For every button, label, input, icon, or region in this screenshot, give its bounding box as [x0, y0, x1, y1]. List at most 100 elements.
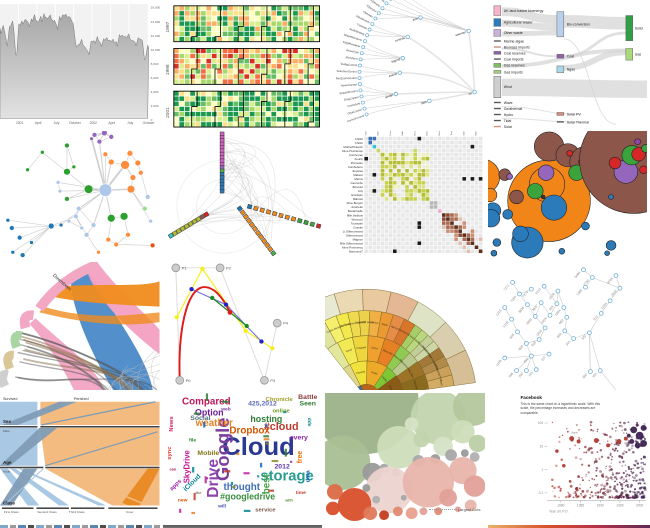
thumb-hive-plot[interactable]	[162, 131, 322, 259]
svg-text:906: 906	[507, 372, 514, 379]
thumb-word-cloud[interactable]: Cloud Google Drive storage #cloud Dropbox weat…	[162, 393, 322, 521]
svg-text:1998: 1998	[164, 64, 170, 75]
svg-text:Lt.Gillenormand: Lt.Gillenormand	[343, 229, 364, 233]
svg-text:AnchorControl: AnchorControl	[347, 113, 365, 123]
svg-text:100: 100	[537, 421, 543, 425]
svg-text:Coriander Seeds: Coriander Seeds	[355, 321, 375, 324]
svg-text:Solar Thermal: Solar Thermal	[566, 121, 588, 125]
calendar-heatmap-canvas: 1997 1998 2001	[164, 5, 320, 128]
svg-text:608: 608	[517, 344, 524, 351]
svg-text:Wind: Wind	[503, 85, 511, 89]
svg-text:Leguminous: Leguminous	[399, 359, 411, 372]
svg-text:hosting: hosting	[250, 414, 282, 424]
svg-text:apps: apps	[169, 478, 184, 492]
thumb-force-graph[interactable]	[0, 131, 160, 259]
thumb-area-chart[interactable]: 2001 April July October 2002 April July October…	[0, 0, 160, 128]
svg-text:UK land based bioenergy: UK land based bioenergy	[503, 9, 543, 13]
svg-text:0: 0	[151, 118, 153, 122]
svg-text:Toast: Toast	[439, 379, 443, 386]
svg-text:ControlList: ControlList	[347, 101, 361, 108]
svg-text:Treemap: Treemap	[356, 22, 368, 30]
svg-text:Feuilly: Feuilly	[355, 157, 364, 161]
svg-text:1365: 1365	[575, 288, 583, 296]
svg-text:8,000: 8,000	[151, 62, 159, 66]
svg-text:Courfeyrac: Courfeyrac	[349, 153, 364, 157]
thumb-sunburst[interactable]: Flowery Fruity Herby Nutty Floral Fragrant Cit…	[325, 262, 485, 390]
svg-text:EdgeRenderer: EdgeRenderer	[343, 40, 361, 48]
svg-text:200: 200	[517, 372, 524, 379]
adjacency-matrix-canvas: Child2Child1MotherPlutarchMme.HucheloupC…	[340, 131, 483, 253]
thumb-radial-dendrogram[interactable]: FlareVisOperatorSwitchOperatorSequenceOp…	[325, 0, 485, 128]
svg-text:2012: 2012	[274, 464, 290, 471]
svg-text:Tidal: Tidal	[503, 119, 511, 123]
bezier-demo-canvas: P0 P1 P2 P3 P4	[170, 263, 288, 385]
svg-text:Survived: Survived	[3, 397, 18, 401]
svg-text:Citrus: Citrus	[371, 346, 379, 350]
svg-text:1818: 1818	[540, 316, 548, 324]
svg-text:ShapeRenderer: ShapeRenderer	[343, 32, 363, 42]
svg-text:Second Class: Second Class	[37, 510, 57, 514]
svg-text:Mme.Hucheloup: Mme.Hucheloup	[342, 149, 363, 153]
thumb-adjacency-matrix[interactable]: Child2 Child1 MotherPlutarch Mme.Hucheloup C…	[325, 131, 485, 259]
svg-text:Fruity: Fruity	[371, 371, 379, 376]
svg-text:Flowery: Flowery	[356, 370, 366, 375]
ipo-scatter-canvas: 1980 1985 1990 1995 2000 100 10 1 0.1 Year of I.P…	[537, 420, 647, 513]
svg-text:Hydro: Hydro	[503, 113, 512, 117]
svg-text:Cloud: Cloud	[222, 433, 294, 461]
svg-text:2728: 2728	[547, 292, 555, 300]
svg-text:Gavroche: Gavroche	[351, 181, 364, 185]
svg-text:News: News	[168, 416, 174, 432]
svg-text:Toussa: Toussa	[451, 131, 453, 135]
circle-packing-canvas	[487, 131, 647, 259]
svg-text:the: the	[195, 490, 202, 495]
svg-text:Marine algae: Marine algae	[503, 39, 523, 43]
svg-text:#googledrive: #googledrive	[220, 492, 275, 502]
svg-text:Other waste: Other waste	[503, 31, 522, 35]
svg-text:2001: 2001	[164, 107, 170, 118]
svg-text:DragControl: DragControl	[344, 95, 360, 102]
sankey-canvas: UK land based bioenergy Agricultural 'was…	[493, 5, 647, 128]
svg-text:2002: 2002	[90, 121, 98, 125]
svg-text:1816: 1816	[535, 329, 543, 337]
svg-text:IRenderer: IRenderer	[345, 55, 358, 61]
svg-text:Lemon: Lemon	[370, 321, 379, 325]
hive-plot-canvas	[167, 131, 321, 257]
area-chart-canvas: 2001 April July October 2002 April July October…	[0, 3, 160, 125]
svg-text:April: April	[35, 121, 42, 125]
svg-text:Magnon: Magnon	[353, 237, 364, 241]
svg-text:Blackberry: Blackberry	[398, 328, 411, 337]
thumb-budget-bubbles[interactable]: Largest Cuts	[325, 393, 485, 521]
annotation-leader-line	[428, 509, 457, 510]
svg-text:1980: 1980	[557, 503, 564, 507]
svg-text:Nutty: Nutty	[388, 385, 393, 390]
svg-text:Mme.Po: Mme.Po	[476, 131, 478, 135]
svg-text:Apricot: Apricot	[390, 325, 399, 331]
thumb-energy-sankey[interactable]: UK land based bioenergy Agricultural 'was…	[487, 0, 647, 128]
svg-text:Drive: Drive	[205, 459, 222, 498]
thumb-chord-diagram[interactable]: Downtown	[0, 262, 160, 390]
svg-text:MotherPlutarch: MotherPlutarch	[344, 145, 364, 149]
svg-text:1985: 1985	[576, 503, 583, 507]
thumb-circle-packing[interactable]	[487, 131, 647, 259]
thumb-ipo-scatter[interactable]: 1980 1985 1990 1995 2000 100 10 1 0.1 Year of I.P…	[487, 393, 647, 521]
svg-text:1216: 1216	[501, 320, 509, 328]
thumb-bezier-demo[interactable]: P0 P1 P2 P3 P4	[162, 262, 322, 390]
svg-text:render: render	[384, 93, 393, 99]
svg-text:Mlle.Gillenormand: Mlle.Gillenormand	[340, 241, 363, 245]
svg-text:Mme.Burgon: Mme.Burgon	[347, 201, 364, 205]
svg-text:Bio-conversion: Bio-conversion	[566, 23, 589, 27]
svg-text:Floral: Floral	[345, 348, 352, 353]
svg-text:1208: 1208	[494, 359, 502, 367]
svg-text:thought: thought	[223, 482, 260, 493]
thumb-calendar-heatmap[interactable]: 1997 1998 2001	[162, 0, 322, 128]
thumb-number-tree[interactable]: 1218 1216 605 608 454 1208 906 200 191 227 908 1816…	[487, 262, 647, 390]
thumb-parallel-sets[interactable]: Survived Perished Sex Male Age Adult Class Firs…	[0, 393, 160, 521]
svg-text:Bossue: Bossue	[414, 131, 416, 135]
svg-text:Coal reserves: Coal reserves	[503, 52, 525, 56]
svg-text:Male: Male	[3, 429, 10, 433]
svg-text:Dropbox: Dropbox	[229, 426, 270, 437]
svg-text:342: 342	[580, 334, 587, 341]
svg-text:TooltipControl: TooltipControl	[340, 62, 357, 67]
partial-next-row-thumb-4	[487, 525, 650, 528]
svg-text:1364: 1364	[553, 309, 561, 317]
